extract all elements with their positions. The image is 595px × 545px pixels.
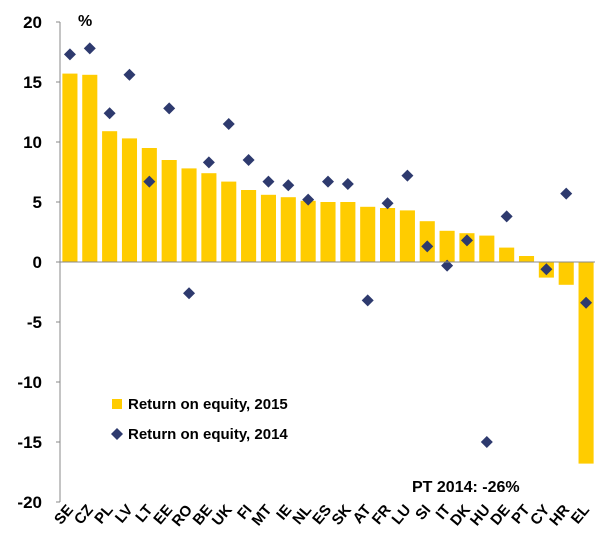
diamond-marker: [63, 48, 76, 61]
diamond-marker: [341, 178, 354, 190]
legend-label: Return on equity, 2015: [128, 396, 288, 413]
bar: [82, 74, 98, 262]
y-tick-label: -15: [17, 433, 42, 452]
y-tick-label: -20: [17, 493, 42, 512]
diamond-marker: [540, 263, 553, 276]
diamond-marker: [361, 294, 374, 307]
x-tick-label: LU: [389, 502, 415, 528]
bar: [300, 200, 316, 262]
x-tick-label: SI: [412, 502, 434, 524]
bar: [518, 256, 535, 262]
unit-label: %: [78, 13, 92, 30]
y-tick-label: 20: [23, 13, 42, 32]
bar: [499, 247, 515, 262]
y-tick-label: 5: [33, 193, 42, 212]
bar: [161, 160, 177, 262]
bar: [340, 202, 356, 262]
diamond-marker: [421, 240, 434, 253]
diamond-marker: [322, 175, 334, 188]
bar: [360, 206, 376, 262]
diamond-marker: [262, 175, 275, 188]
y-tick-label: -5: [27, 313, 42, 332]
diamond-marker: [282, 179, 295, 192]
y-tick-label: -10: [17, 373, 42, 392]
y-tick-label: 15: [23, 73, 42, 92]
x-tick-label: UK: [209, 502, 236, 530]
diamond-marker: [123, 68, 136, 81]
legend-swatch: [112, 399, 122, 409]
x-tick-label: EL: [568, 502, 593, 528]
bar: [221, 181, 237, 262]
diamond-marker: [163, 102, 176, 115]
diamond-marker: [83, 42, 96, 55]
diamond-marker: [460, 234, 473, 247]
diamond-marker: [103, 107, 116, 120]
bar: [439, 230, 455, 262]
legend-label: Return on equity, 2014: [128, 426, 288, 443]
bar: [399, 210, 415, 262]
diamond-marker: [401, 169, 414, 182]
bar: [320, 202, 336, 262]
diamond-marker: [580, 296, 593, 309]
bar: [380, 208, 396, 262]
bar: [201, 173, 217, 262]
bar: [141, 148, 157, 262]
diamond-marker: [202, 156, 215, 169]
y-tick-label: 10: [23, 133, 42, 152]
diamond-marker: [222, 118, 235, 130]
bar: [241, 190, 257, 262]
diamond-marker: [302, 193, 315, 206]
diamond-marker: [500, 210, 513, 223]
bar: [260, 194, 276, 262]
x-tick-label: MT: [249, 502, 276, 530]
diamond-marker: [441, 259, 454, 272]
bar: [181, 168, 197, 262]
legend-swatch: [111, 428, 123, 440]
diamond-marker: [381, 197, 394, 210]
annotation: PT 2014: -26%: [412, 479, 520, 496]
diamond-marker: [242, 154, 255, 166]
bar: [578, 262, 594, 464]
bar: [479, 235, 495, 262]
bar: [280, 197, 296, 262]
bar: [558, 262, 574, 285]
diamond-marker: [183, 287, 196, 300]
bar: [121, 138, 138, 262]
diamond-marker: [560, 187, 573, 200]
diamond-marker: [480, 436, 493, 448]
y-tick-label: 0: [33, 253, 42, 272]
bar: [102, 131, 118, 262]
bar: [62, 73, 78, 262]
diamond-marker: [143, 175, 156, 188]
